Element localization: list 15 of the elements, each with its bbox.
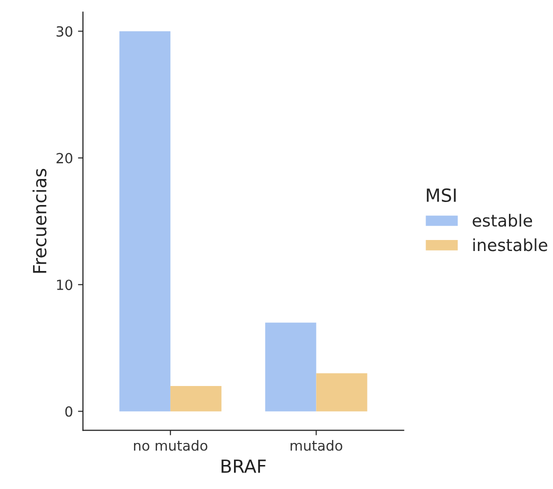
y-tick-label: 0 — [65, 406, 72, 417]
x-tick-label: no mutado — [134, 440, 208, 451]
y-tick-label: 30 — [56, 26, 72, 37]
bar — [119, 31, 170, 412]
legend-title: MSI — [426, 188, 456, 202]
bar — [170, 386, 222, 412]
bar — [265, 322, 316, 412]
x-tick-label: mutado — [290, 440, 342, 451]
x-axis-title: BRAF — [222, 460, 266, 473]
y-axis-title: Frecuencias — [32, 168, 46, 273]
legend-label: inestable — [473, 238, 548, 252]
legend-label: estable — [472, 214, 532, 227]
y-tick-label: 20 — [56, 152, 72, 164]
y-tick-label: 10 — [57, 280, 72, 290]
bar — [316, 373, 368, 412]
